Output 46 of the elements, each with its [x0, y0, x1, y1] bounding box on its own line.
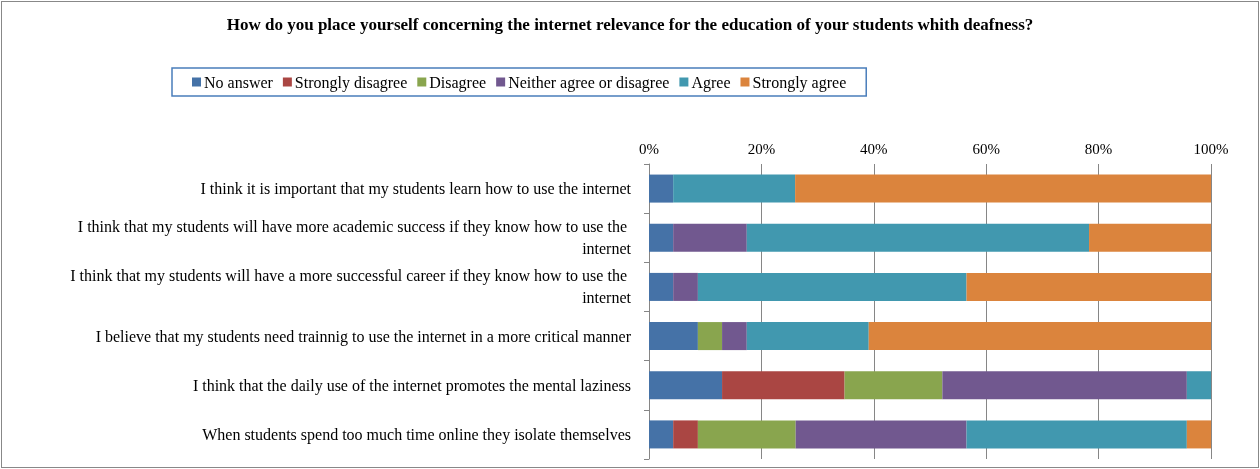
- bar: [795, 420, 967, 449]
- y-tick-label: I believe that my students need trainnig to use the internet in a more critical manner: [95, 327, 632, 346]
- bar: [1186, 371, 1211, 400]
- bar: [649, 420, 674, 449]
- x-tick-label: 100%: [1193, 140, 1229, 157]
- bar: [697, 322, 723, 351]
- bar: [649, 174, 674, 203]
- bar: [966, 420, 1187, 449]
- bar: [746, 223, 1090, 252]
- x-tick-label: 0%: [639, 140, 659, 157]
- bar: [966, 272, 1211, 301]
- bar: [649, 322, 698, 351]
- bar: [868, 322, 1211, 351]
- y-tick-label: I think that my students will have a more successful career if they know how to use the internet: [70, 267, 632, 307]
- bar: [942, 371, 1187, 400]
- bar: [1089, 223, 1211, 252]
- legend-label: Agree: [691, 73, 731, 92]
- bar: [1186, 420, 1211, 449]
- legend-label: Disagree: [429, 73, 487, 92]
- legend-label: Strongly disagree: [294, 73, 408, 92]
- bar: [673, 223, 747, 252]
- bar: [649, 371, 723, 400]
- bar: [673, 272, 698, 301]
- bar: [673, 174, 796, 203]
- x-tick-label: 80%: [1084, 140, 1113, 157]
- legend-label: No answer: [204, 73, 274, 91]
- legend-label: Neither agree or disagree: [508, 73, 670, 92]
- x-tick-label: 60%: [972, 140, 1000, 157]
- bar: [697, 272, 967, 301]
- bar: [697, 420, 796, 449]
- bar: [795, 174, 1211, 203]
- y-tick-label: I think that the daily use of the internet promotes the mental laziness: [192, 376, 631, 395]
- bar: [722, 322, 747, 351]
- bar: [649, 272, 674, 301]
- bar: [649, 223, 674, 252]
- legend-label: Strongly agree: [752, 73, 847, 92]
- y-tick-label: I think it is important that my students learn how to use the internet: [200, 180, 632, 199]
- x-tick-label: 20%: [747, 140, 776, 157]
- bar: [844, 371, 943, 400]
- y-tick-label: When students spend too much time online they isolate themselves: [202, 425, 631, 444]
- x-tick-label: 40%: [860, 140, 888, 157]
- y-tick-label: I think that my students will have more academic success if they know how to use the internet: [77, 218, 632, 258]
- bar: [673, 420, 698, 449]
- bar: [746, 322, 869, 351]
- chart-title: How do you place yourself concerning the internet relevance for the education of your students whith deafness?: [226, 14, 1034, 34]
- bar: [722, 371, 845, 400]
